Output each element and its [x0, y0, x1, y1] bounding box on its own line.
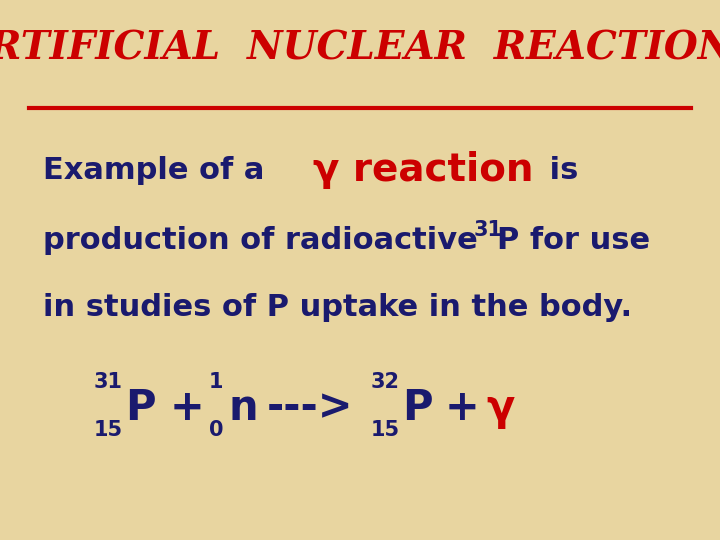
Text: production of radioactive: production of radioactive — [43, 226, 489, 255]
Text: Example of a: Example of a — [43, 156, 275, 185]
Text: γ: γ — [486, 387, 514, 429]
Text: 32: 32 — [371, 372, 400, 392]
Text: 31: 31 — [474, 219, 503, 240]
Text: 15: 15 — [371, 420, 400, 441]
Text: is: is — [539, 156, 578, 185]
Text: P: P — [402, 387, 433, 429]
Text: P for use: P for use — [497, 226, 650, 255]
Text: +: + — [169, 387, 204, 429]
Text: 1: 1 — [209, 372, 223, 392]
Text: in studies of P uptake in the body.: in studies of P uptake in the body. — [43, 293, 632, 322]
Text: 15: 15 — [94, 420, 122, 441]
Text: P: P — [125, 387, 156, 429]
Text: 31: 31 — [94, 372, 122, 392]
Text: ARTIFICIAL  NUCLEAR  REACTIONS: ARTIFICIAL NUCLEAR REACTIONS — [0, 30, 720, 68]
Text: --->: ---> — [266, 387, 353, 429]
Text: n: n — [229, 387, 258, 429]
Text: 0: 0 — [209, 420, 223, 441]
Text: +: + — [445, 387, 480, 429]
Text: γ reaction: γ reaction — [313, 151, 534, 189]
